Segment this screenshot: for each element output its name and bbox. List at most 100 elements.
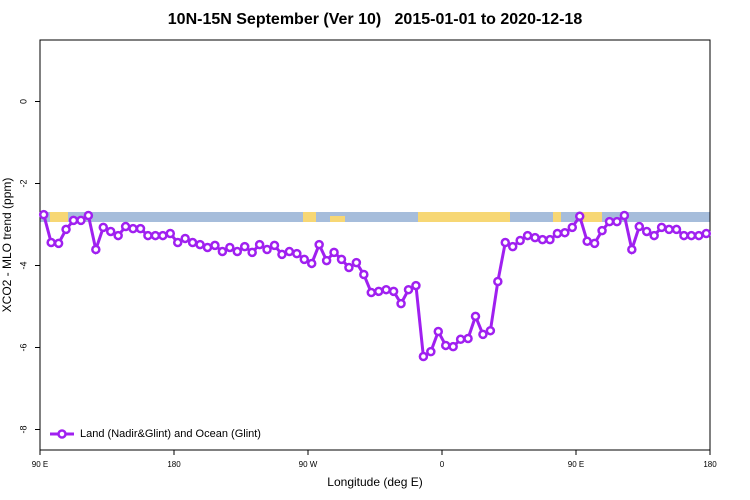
- point: [545, 234, 555, 245]
- point: [418, 351, 429, 362]
- point: [254, 239, 265, 250]
- point: [537, 234, 548, 245]
- point: [612, 216, 622, 227]
- point: [567, 222, 578, 233]
- point: [269, 240, 280, 251]
- point: [522, 230, 533, 241]
- point: [113, 230, 123, 241]
- point: [344, 262, 354, 273]
- plot-frame: [39, 39, 711, 451]
- band-land: [580, 212, 602, 222]
- point: [165, 228, 176, 239]
- point: [597, 225, 607, 236]
- band-ocean: [40, 212, 710, 222]
- point: [686, 230, 697, 241]
- point: [574, 211, 585, 222]
- point: [53, 238, 64, 249]
- point: [314, 239, 324, 250]
- point: [46, 237, 56, 248]
- point: [552, 228, 563, 239]
- point: [232, 246, 243, 257]
- point: [38, 209, 49, 220]
- y-tick-label: -4: [18, 261, 28, 269]
- band-land: [303, 212, 316, 222]
- point: [150, 230, 161, 241]
- y-tick-label: -6: [18, 343, 28, 351]
- point: [485, 325, 496, 336]
- point: [61, 224, 71, 235]
- point: [664, 224, 674, 235]
- point: [247, 247, 257, 258]
- point: [493, 276, 503, 287]
- point: [143, 230, 153, 241]
- point: [373, 286, 384, 297]
- point: [202, 242, 213, 253]
- legend-label: Land (Nadir&Glint) and Ocean (Glint): [80, 428, 261, 440]
- point: [426, 346, 436, 357]
- band-land: [553, 212, 561, 222]
- point: [68, 215, 79, 226]
- point: [195, 239, 205, 250]
- point: [180, 233, 190, 244]
- point: [411, 280, 421, 291]
- point: [351, 257, 362, 268]
- point: [649, 230, 659, 241]
- x-tick-label: 180: [167, 460, 181, 469]
- band-land: [330, 216, 345, 222]
- point: [470, 311, 481, 322]
- point: [627, 244, 637, 255]
- y-axis-title: XCO2 - MLO trend (ppm): [0, 178, 14, 313]
- point: [158, 230, 168, 241]
- point: [306, 258, 317, 269]
- point: [604, 216, 615, 227]
- point: [619, 210, 630, 221]
- point: [560, 227, 570, 238]
- point: [679, 230, 689, 241]
- x-tick-label: 90 W: [299, 460, 318, 469]
- point: [210, 240, 220, 251]
- y-tick-label: -8: [18, 425, 28, 433]
- point: [262, 244, 272, 255]
- x-tick-label: 90 E: [568, 460, 584, 469]
- point: [321, 255, 332, 266]
- point: [589, 238, 600, 249]
- point: [239, 241, 250, 252]
- y-tick-label: -2: [18, 179, 28, 187]
- point: [671, 224, 682, 235]
- point: [388, 286, 399, 297]
- point: [217, 246, 228, 257]
- point: [105, 226, 116, 237]
- point: [336, 254, 347, 265]
- point: [440, 340, 451, 351]
- point: [634, 221, 645, 232]
- x-tick-label: 0: [440, 460, 445, 469]
- point: [83, 210, 94, 221]
- point: [329, 247, 339, 258]
- point: [98, 222, 109, 233]
- point: [187, 237, 198, 248]
- point: [507, 241, 518, 252]
- point: [641, 226, 652, 237]
- point: [284, 246, 295, 257]
- point: [500, 237, 511, 248]
- point: [366, 287, 377, 298]
- band-land: [50, 212, 68, 222]
- point: [403, 284, 414, 295]
- point: [701, 228, 712, 239]
- point: [381, 284, 391, 295]
- point: [128, 223, 138, 234]
- legend-marker: [57, 429, 67, 439]
- x-tick-label: 180: [703, 460, 717, 469]
- band-land: [418, 212, 510, 222]
- point: [455, 334, 466, 345]
- point: [582, 236, 592, 247]
- point: [225, 242, 235, 253]
- point: [76, 215, 86, 226]
- chart-title: 10N-15N September (Ver 10) 2015-01-01 to…: [168, 11, 583, 28]
- x-tick-label: 90 E: [32, 460, 48, 469]
- point: [530, 232, 540, 243]
- coverage-band: [40, 212, 710, 222]
- point: [694, 230, 704, 241]
